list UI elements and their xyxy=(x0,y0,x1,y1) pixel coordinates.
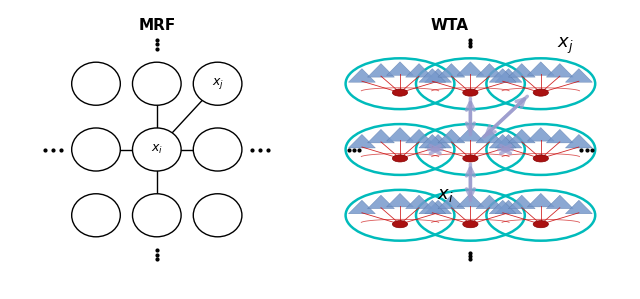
Polygon shape xyxy=(367,195,394,209)
Polygon shape xyxy=(490,69,516,82)
Text: $x_i$: $x_i$ xyxy=(151,143,163,156)
Polygon shape xyxy=(349,200,375,214)
Polygon shape xyxy=(367,129,394,143)
Text: MRF: MRF xyxy=(138,18,175,33)
Text: WTA: WTA xyxy=(430,18,468,33)
Ellipse shape xyxy=(193,194,242,237)
Polygon shape xyxy=(476,195,503,209)
Polygon shape xyxy=(490,200,516,214)
Polygon shape xyxy=(476,129,503,143)
Ellipse shape xyxy=(132,194,181,237)
Circle shape xyxy=(392,89,408,96)
Polygon shape xyxy=(527,193,554,207)
Circle shape xyxy=(463,89,478,96)
Polygon shape xyxy=(566,69,592,82)
Polygon shape xyxy=(419,69,445,82)
Ellipse shape xyxy=(132,128,181,171)
Polygon shape xyxy=(508,64,535,77)
Polygon shape xyxy=(547,195,573,209)
Circle shape xyxy=(463,221,478,228)
Ellipse shape xyxy=(72,62,120,105)
Circle shape xyxy=(533,89,548,96)
Polygon shape xyxy=(508,195,535,209)
Polygon shape xyxy=(566,200,592,214)
Polygon shape xyxy=(527,62,554,75)
Ellipse shape xyxy=(193,62,242,105)
Circle shape xyxy=(533,155,548,162)
Ellipse shape xyxy=(72,128,120,171)
Polygon shape xyxy=(406,129,433,143)
Polygon shape xyxy=(457,193,484,207)
Polygon shape xyxy=(495,69,522,82)
Polygon shape xyxy=(425,200,451,214)
Circle shape xyxy=(392,221,408,228)
Polygon shape xyxy=(527,128,554,141)
Polygon shape xyxy=(419,135,445,148)
Polygon shape xyxy=(457,128,484,141)
Polygon shape xyxy=(406,195,433,209)
Text: $x_j$: $x_j$ xyxy=(557,36,573,56)
Polygon shape xyxy=(349,69,375,82)
Ellipse shape xyxy=(132,62,181,105)
Polygon shape xyxy=(406,64,433,77)
Circle shape xyxy=(463,155,478,162)
Circle shape xyxy=(533,221,548,228)
Polygon shape xyxy=(367,64,394,77)
Polygon shape xyxy=(425,135,451,148)
Polygon shape xyxy=(547,129,573,143)
Circle shape xyxy=(392,155,408,162)
Polygon shape xyxy=(387,193,413,207)
Polygon shape xyxy=(566,135,592,148)
Text: $x_j$: $x_j$ xyxy=(212,76,223,91)
Ellipse shape xyxy=(72,194,120,237)
Polygon shape xyxy=(387,128,413,141)
Polygon shape xyxy=(547,64,573,77)
Polygon shape xyxy=(349,135,375,148)
Ellipse shape xyxy=(193,128,242,171)
Polygon shape xyxy=(438,129,465,143)
Polygon shape xyxy=(419,200,445,214)
Polygon shape xyxy=(425,69,451,82)
Polygon shape xyxy=(476,64,503,77)
Polygon shape xyxy=(438,64,465,77)
Text: $x_i$: $x_i$ xyxy=(438,186,454,204)
Polygon shape xyxy=(387,62,413,75)
Polygon shape xyxy=(495,135,522,148)
Polygon shape xyxy=(490,135,516,148)
Polygon shape xyxy=(495,200,522,214)
Polygon shape xyxy=(438,195,465,209)
Polygon shape xyxy=(508,129,535,143)
Polygon shape xyxy=(457,62,484,75)
